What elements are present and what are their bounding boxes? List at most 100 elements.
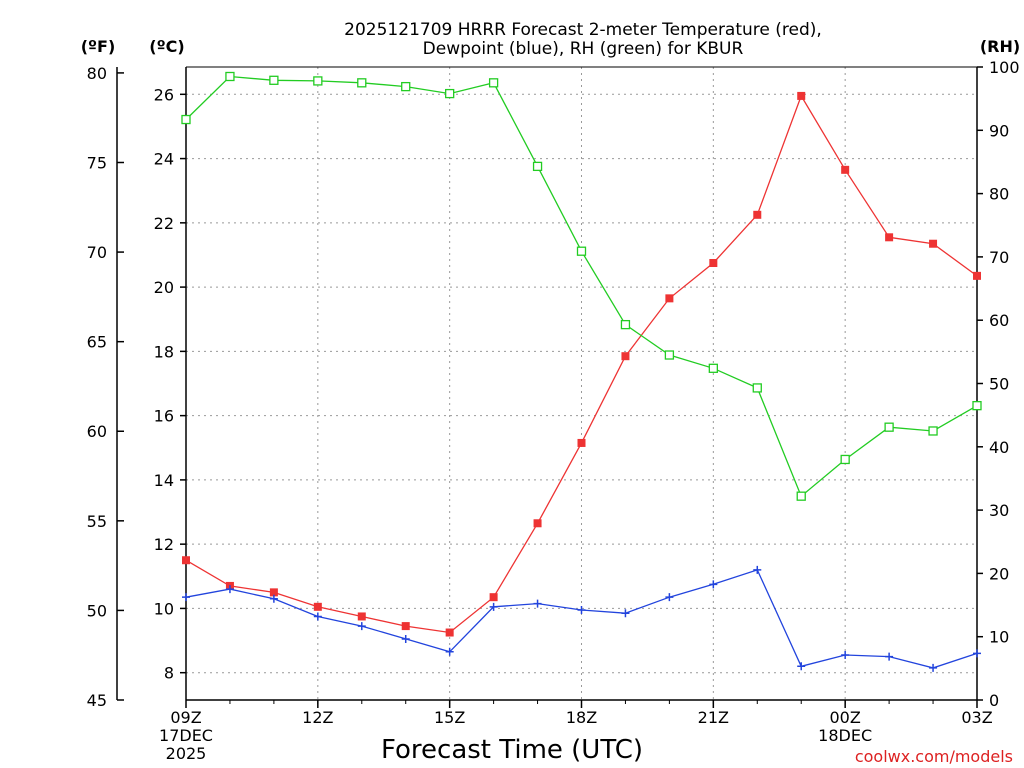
dewpoint-point <box>885 652 894 661</box>
fahrenheit-tick-label: 60 <box>87 422 107 441</box>
rh-point <box>928 426 938 436</box>
temperature-point <box>445 628 454 637</box>
rh-point <box>488 78 499 88</box>
rh-point <box>840 454 850 465</box>
fahrenheit-tick-label: 70 <box>87 243 107 262</box>
x-axis-label: Forecast Time (UTC) <box>381 735 643 765</box>
temperature-point <box>357 612 366 621</box>
temperature-point <box>665 294 674 303</box>
celsius-tick-label: 22 <box>154 214 174 233</box>
temperature-point <box>533 519 542 528</box>
dewpoint-point <box>313 612 322 621</box>
dewpoint-point <box>445 647 454 656</box>
dewpoint-point <box>665 593 674 602</box>
rh-point <box>576 246 587 256</box>
rh-tick-label: 90 <box>989 121 1009 140</box>
temperature-point <box>489 593 498 602</box>
series-temperature <box>182 91 981 637</box>
temperature-point <box>841 165 850 174</box>
rh-unit-label: (RH) <box>980 37 1020 56</box>
celsius-unit-label: (ºC) <box>149 37 184 56</box>
rh-point <box>620 319 631 330</box>
rh-tick-label: 0 <box>989 691 999 710</box>
x-tick-label: 09Z <box>170 708 201 727</box>
x-tick-label: 18Z <box>566 708 597 727</box>
chart-title-line-1: 2025121709 HRRR Forecast 2-meter Tempera… <box>344 20 822 40</box>
rh-point <box>313 76 323 86</box>
fahrenheit-tick-label: 65 <box>87 333 107 352</box>
fahrenheit-unit-label: (ºF) <box>81 37 116 56</box>
rh-point <box>445 88 455 99</box>
temperature-point <box>973 271 981 280</box>
dewpoint-point <box>357 622 366 631</box>
celsius-tick-label: 10 <box>154 599 174 618</box>
rh-tick-label: 80 <box>989 185 1009 204</box>
x-tick-label: 00Z <box>830 708 861 727</box>
fahrenheit-tick-label: 45 <box>87 691 107 710</box>
dewpoint-point <box>841 651 850 660</box>
celsius-tick-label: 24 <box>154 150 174 169</box>
rh-point <box>972 401 982 411</box>
credit-text: coolwx.com/models <box>855 747 1013 766</box>
x-tick-label: 03Z <box>961 708 992 727</box>
x-tick-label: 12Z <box>302 708 333 727</box>
x-tick-label: 21Z <box>698 708 729 727</box>
temperature-point <box>621 352 630 361</box>
rh-tick-label: 40 <box>989 438 1009 457</box>
x-tick-label: 18DEC <box>818 726 872 745</box>
rh-tick-label: 60 <box>989 311 1009 330</box>
fahrenheit-tick-label: 75 <box>87 153 107 172</box>
rh-tick-label: 20 <box>989 564 1009 583</box>
temperature-point <box>313 602 322 611</box>
celsius-tick-label: 20 <box>154 278 174 297</box>
rh-point <box>796 491 806 501</box>
fahrenheit-tick-label: 80 <box>87 64 107 83</box>
rh-point <box>181 114 191 125</box>
rh-tick-label: 70 <box>989 248 1009 267</box>
rh-point <box>752 383 762 393</box>
celsius-tick-label: 8 <box>164 664 174 683</box>
rh-point <box>664 350 675 360</box>
data-series <box>181 71 982 672</box>
celsius-tick-label: 26 <box>154 85 174 104</box>
dewpoint-point <box>753 565 762 574</box>
temperature-point <box>797 91 806 100</box>
temperature-point <box>577 438 586 447</box>
dewpoint-point <box>269 594 278 603</box>
dewpoint-point <box>973 649 981 658</box>
celsius-tick-label: 18 <box>154 342 174 361</box>
dewpoint-point <box>533 599 542 608</box>
dewpoint-point <box>797 662 806 671</box>
temperature-point <box>929 239 938 248</box>
temperature-point <box>401 622 410 631</box>
dewpoint-point <box>709 580 718 589</box>
dewpoint-point <box>489 602 498 611</box>
dewpoint-point <box>225 585 234 594</box>
celsius-tick-label: 16 <box>154 407 174 426</box>
rh-point <box>532 161 543 172</box>
x-tick-label: 2025 <box>166 744 207 763</box>
dewpoint-point <box>182 593 190 602</box>
temperature-point <box>709 259 718 268</box>
dewpoint-point <box>401 634 410 643</box>
rh-tick-label: 30 <box>989 501 1009 520</box>
rh-tick-label: 100 <box>989 58 1020 77</box>
celsius-tick-label: 14 <box>154 471 174 490</box>
rh-point <box>269 75 279 85</box>
celsius-tick-label: 12 <box>154 535 174 554</box>
temperature-point <box>182 556 190 565</box>
series-dewpoint <box>182 565 981 672</box>
temperature-point <box>753 210 762 219</box>
dewpoint-point <box>577 606 586 615</box>
x-tick-label: 15Z <box>434 708 465 727</box>
temperature-point <box>885 233 894 242</box>
series-rh <box>181 71 982 501</box>
dewpoint-point <box>929 663 938 672</box>
rh-point <box>225 71 235 82</box>
axes: 45 50 55 60 65 70 75 80 8 10 12 14 16 18 20 22 24 26 0 10 20… <box>87 58 1020 763</box>
rh-point <box>401 81 411 92</box>
dewpoint-point <box>621 609 630 618</box>
rh-point <box>884 422 894 432</box>
